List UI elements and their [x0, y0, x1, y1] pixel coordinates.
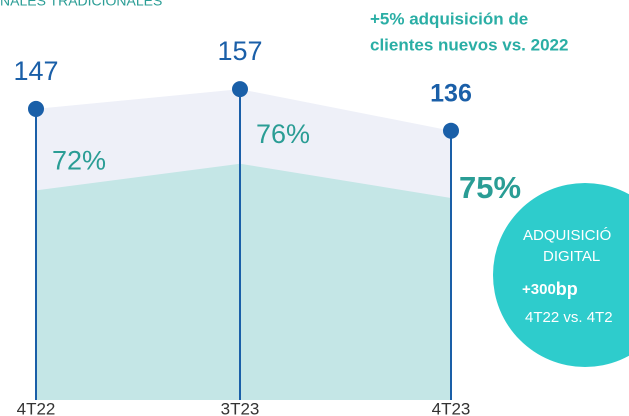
annotation: clientes nuevos vs. 2022 — [370, 35, 568, 54]
total-label: 157 — [217, 36, 262, 66]
share-label: 72% — [52, 146, 106, 176]
bubble — [493, 183, 629, 367]
bubble-text: DIGITAL — [543, 248, 600, 265]
total-label: 147 — [13, 56, 58, 86]
annotation: +5% adquisición de — [370, 9, 528, 28]
chart-title: NALES TRADICIONALES — [0, 0, 162, 9]
point — [443, 122, 459, 139]
bubble-value: +300bp — [522, 279, 578, 299]
bubble-unit: bp — [556, 279, 578, 299]
share-label: 75% — [459, 170, 521, 205]
bubble-text: ADQUISICIÓ — [523, 227, 611, 244]
share-label: 76% — [256, 119, 310, 149]
share-area — [36, 163, 451, 400]
bubble-note: 4T22 vs. 4T2 — [525, 309, 613, 326]
x-tick-label: 4T22 — [17, 399, 56, 416]
bubble-number: +300 — [522, 281, 556, 298]
point — [232, 81, 248, 98]
x-tick-label: 4T23 — [432, 399, 471, 416]
x-tick-label: 3T23 — [221, 399, 260, 416]
point — [28, 100, 44, 117]
total-label: 136 — [430, 79, 472, 107]
